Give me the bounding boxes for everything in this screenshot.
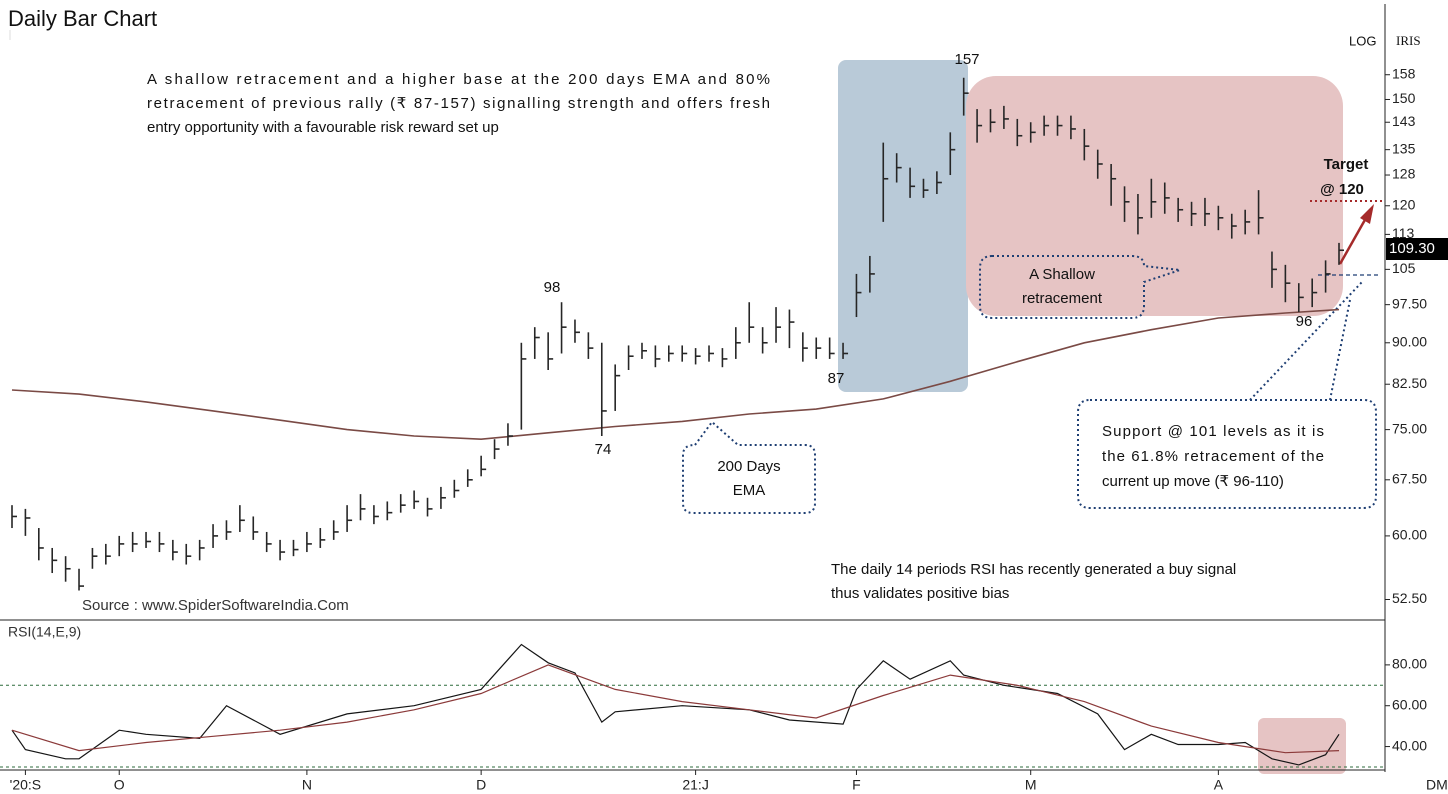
callout-pointer (1249, 281, 1363, 401)
symbol: IRIS (1396, 33, 1421, 48)
point-label: 74 (595, 441, 612, 458)
y-tick-label: 40.00 (1392, 737, 1427, 753)
axis-end-label: DM (1426, 777, 1448, 793)
rsi-line (11, 643, 1340, 766)
x-tick-label: F (852, 777, 861, 793)
y-tick-label: 135 (1392, 140, 1416, 156)
arrow-head (1360, 204, 1374, 224)
rsi-title: RSI(14,E,9) (8, 624, 81, 640)
y-tick-label: 113 (1392, 225, 1415, 241)
target-label: @ 120 (1320, 181, 1364, 198)
y-tick-label: 60.00 (1392, 527, 1427, 543)
chart-title: Daily Bar Chart (8, 6, 157, 31)
rsi-signal-region (1258, 718, 1346, 774)
callout-text: current up move (₹ 96-110) (1102, 473, 1284, 490)
callout-text: Support @ 101 levels as it is (1102, 423, 1324, 440)
y-tick-label: 150 (1392, 90, 1416, 106)
arrow (1338, 217, 1368, 265)
y-tick-label: 80.00 (1392, 656, 1427, 672)
x-tick-label: O (114, 777, 125, 793)
callout-text: A Shallow (1029, 266, 1095, 283)
point-label: 87 (828, 370, 845, 387)
note-line: A shallow retracement and a higher base … (147, 71, 770, 88)
callout-text: EMA (733, 482, 766, 499)
x-tick-label: D (476, 777, 486, 793)
callout-box (1077, 399, 1377, 509)
x-tick-label: N (302, 777, 312, 793)
point-label: 96 (1296, 313, 1313, 330)
rsi-note: thus validates positive bias (831, 585, 1009, 602)
x-tick-label: M (1025, 777, 1037, 793)
y-tick-label: 143 (1392, 113, 1416, 129)
retracement-region (966, 76, 1343, 316)
y-tick-label: 67.50 (1392, 471, 1427, 487)
x-tick-label: A (1214, 777, 1224, 793)
ema-line (11, 308, 1340, 441)
note-line: entry opportunity with a favourable risk… (147, 119, 499, 136)
point-label: 157 (954, 51, 979, 68)
source: Source : www.SpiderSoftwareIndia.Com (82, 597, 349, 614)
scale-label: LOG (1349, 33, 1376, 48)
callout-box (682, 420, 816, 514)
price-tag-box (1386, 238, 1448, 260)
y-tick-label: 60.00 (1392, 696, 1427, 712)
y-tick-label: 105 (1392, 260, 1416, 276)
y-tick-label: 90.00 (1392, 333, 1427, 349)
callout-text: 200 Days (717, 458, 780, 475)
y-tick-label: 52.50 (1392, 590, 1427, 606)
y-tick-label: 158 (1392, 65, 1416, 81)
target-label: Target (1324, 156, 1369, 173)
price-tag: 109.30 (1389, 240, 1435, 257)
callout-text: retracement (1022, 290, 1103, 307)
y-tick-label: 120 (1392, 196, 1416, 212)
callout-box (979, 255, 1181, 319)
y-tick-label: 97.50 (1392, 295, 1427, 311)
y-tick-label: 75.00 (1392, 420, 1427, 436)
x-tick-label: 21:J (682, 777, 708, 793)
rally-region (838, 60, 968, 392)
y-tick-label: 82.50 (1392, 375, 1427, 391)
x-tick-label: '20:S (10, 777, 41, 793)
callout-text: the 61.8% retracement of the (1102, 448, 1324, 465)
rsi-line (11, 664, 1340, 754)
rsi-note: The daily 14 periods RSI has recently ge… (831, 561, 1236, 578)
y-tick-label: 128 (1392, 166, 1416, 182)
note-line: retracement of previous rally (₹ 87-157)… (147, 95, 770, 112)
point-label: 98 (544, 279, 561, 296)
